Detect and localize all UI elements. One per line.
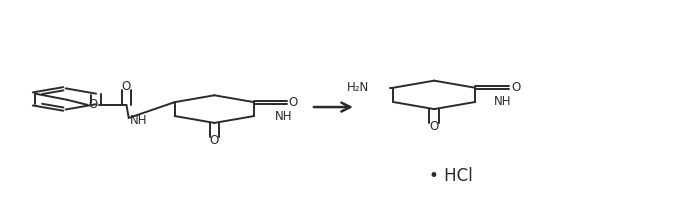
Text: NH: NH — [494, 96, 511, 109]
Text: O: O — [122, 81, 131, 94]
Text: O: O — [88, 98, 97, 111]
Text: H₂N: H₂N — [347, 81, 369, 94]
Text: • HCl: • HCl — [429, 167, 473, 185]
Text: O: O — [210, 134, 219, 147]
Text: O: O — [511, 81, 520, 94]
Text: O: O — [430, 120, 439, 133]
Text: O: O — [289, 96, 298, 109]
Text: NH: NH — [130, 114, 147, 126]
Text: NH: NH — [274, 110, 292, 123]
